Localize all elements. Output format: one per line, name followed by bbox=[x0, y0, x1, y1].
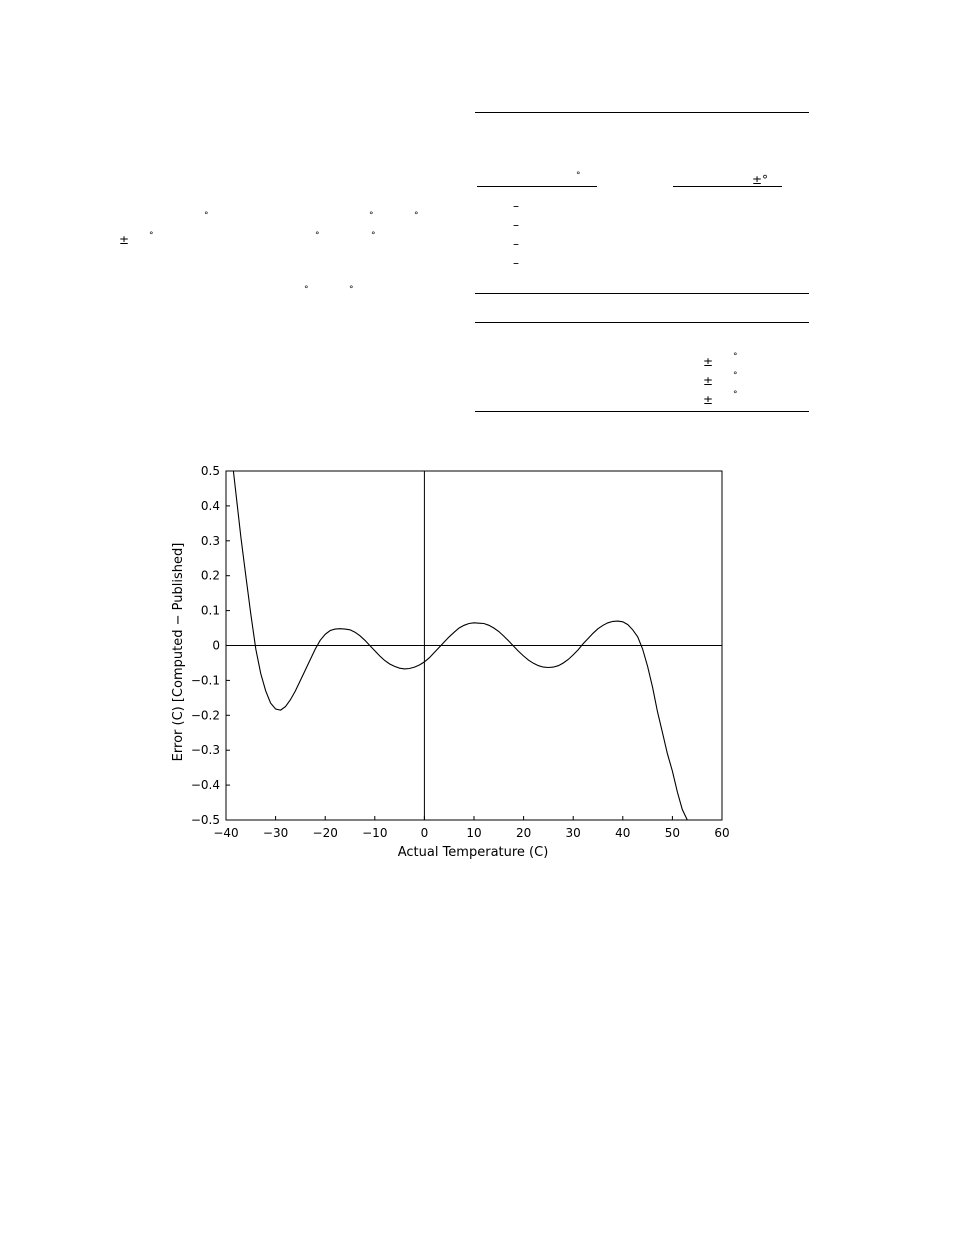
degree-symbol: ° bbox=[149, 231, 154, 241]
minus-sign: – bbox=[513, 218, 519, 232]
y-tick-label: 0.5 bbox=[201, 464, 220, 478]
x-tick-label: 40 bbox=[615, 826, 630, 840]
y-tick-label: −0.3 bbox=[191, 743, 220, 757]
degree-symbol: ° bbox=[369, 211, 374, 221]
minus-sign: – bbox=[513, 256, 519, 270]
table-bottom-rule bbox=[475, 293, 809, 294]
plus-minus-degree-symbol: ±° bbox=[752, 173, 769, 187]
x-tick-label: 50 bbox=[665, 826, 680, 840]
table-top-rule bbox=[475, 322, 809, 323]
y-tick-label: 0.1 bbox=[201, 604, 220, 618]
x-tick-label: 30 bbox=[566, 826, 581, 840]
degree-symbol: ° bbox=[414, 211, 419, 221]
minus-sign: – bbox=[513, 237, 519, 251]
x-tick-label: −40 bbox=[213, 826, 238, 840]
degree-symbol: ° bbox=[733, 390, 738, 400]
x-tick-label: 20 bbox=[516, 826, 531, 840]
y-tick-label: −0.2 bbox=[191, 708, 220, 722]
x-tick-label: 10 bbox=[466, 826, 481, 840]
y-axis-label: Error (C) [Computed − Published] bbox=[171, 543, 186, 762]
degree-symbol: ° bbox=[371, 231, 376, 241]
x-tick-label: 60 bbox=[714, 826, 729, 840]
plus-minus-symbol: ± bbox=[703, 393, 714, 407]
degree-symbol: ° bbox=[733, 352, 738, 362]
table-bottom-rule bbox=[475, 411, 809, 412]
x-axis-label: Actual Temperature (C) bbox=[398, 845, 549, 860]
x-tick-label: −20 bbox=[313, 826, 338, 840]
y-axis-ticks: 0.5 0.4 0.3 0.2 0.1 0 −0.1 −0.2 −0.3 −0.4 −0.5 bbox=[191, 464, 230, 827]
y-tick-label: 0.4 bbox=[201, 499, 220, 513]
plus-minus-symbol: ± bbox=[703, 374, 714, 388]
y-tick-label: 0.2 bbox=[201, 569, 220, 583]
degree-symbol: ° bbox=[315, 231, 320, 241]
y-tick-label: −0.5 bbox=[191, 813, 220, 827]
column-header-underline bbox=[673, 186, 782, 187]
degree-symbol: ° bbox=[733, 371, 738, 381]
degree-symbol: ° bbox=[204, 211, 209, 221]
minus-sign: – bbox=[513, 199, 519, 213]
degree-symbol: ° bbox=[304, 285, 309, 295]
x-tick-label: 0 bbox=[421, 826, 429, 840]
x-axis-ticks: −40 −30 −20 −10 0 10 20 30 40 50 60 bbox=[213, 816, 730, 840]
y-tick-label: −0.1 bbox=[191, 673, 220, 687]
column-header-underline bbox=[477, 186, 597, 187]
degree-symbol: ° bbox=[576, 171, 581, 181]
y-tick-label: 0 bbox=[212, 639, 220, 653]
table-top-rule bbox=[475, 112, 809, 113]
x-tick-label: −10 bbox=[362, 826, 387, 840]
degree-symbol: ° bbox=[349, 285, 354, 295]
error-chart: −40 −30 −20 −10 0 10 20 30 40 50 60 0.50.40.30.20.… bbox=[171, 464, 730, 860]
y-tick-label: 0.3 bbox=[201, 534, 220, 548]
plus-minus-symbol: ± bbox=[119, 233, 130, 247]
y-tick-label: −0.4 bbox=[191, 778, 220, 792]
x-tick-label: −30 bbox=[263, 826, 288, 840]
plus-minus-symbol: ± bbox=[703, 355, 714, 369]
error-curve bbox=[232, 470, 688, 821]
